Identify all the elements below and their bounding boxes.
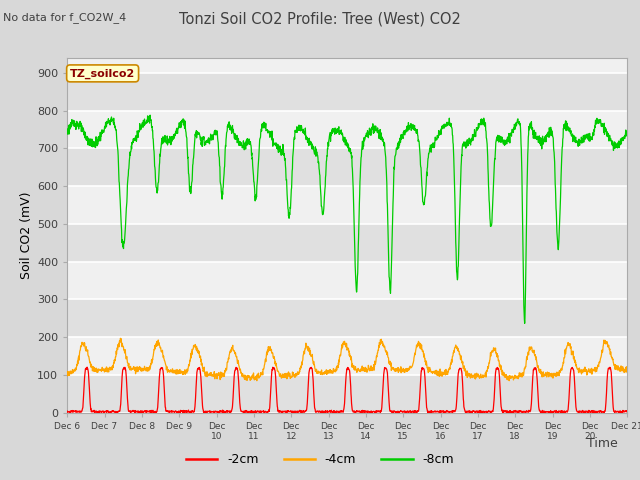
Bar [67,375,627,413]
Bar [67,148,627,186]
Bar [67,186,627,224]
Text: Tonzi Soil CO2 Profile: Tree (West) CO2: Tonzi Soil CO2 Profile: Tree (West) CO2 [179,12,461,27]
Bar [67,262,627,300]
Text: No data for f_CO2W_4: No data for f_CO2W_4 [3,12,127,23]
Legend: -2cm, -4cm, -8cm: -2cm, -4cm, -8cm [181,448,459,471]
Bar [67,300,627,337]
Bar [67,224,627,262]
Y-axis label: Soil CO2 (mV): Soil CO2 (mV) [20,192,33,279]
Bar [67,72,627,110]
Bar [67,337,627,375]
Text: Time: Time [587,437,618,450]
Bar [67,110,627,148]
Text: TZ_soilco2: TZ_soilco2 [70,68,135,79]
